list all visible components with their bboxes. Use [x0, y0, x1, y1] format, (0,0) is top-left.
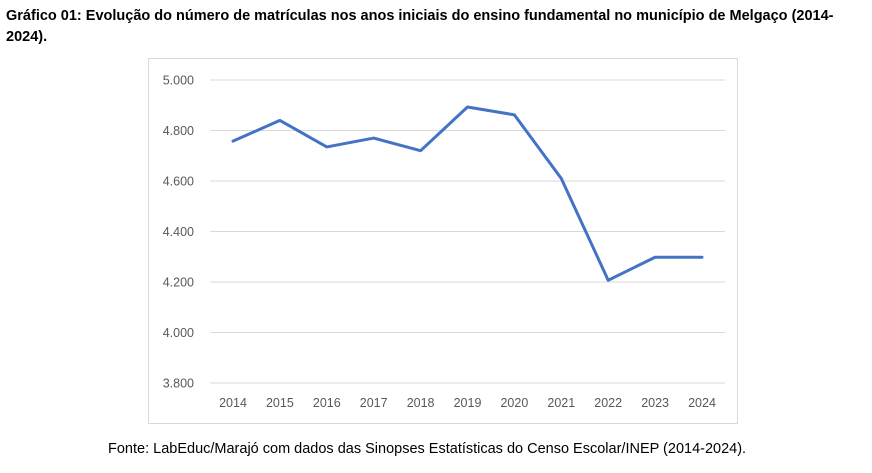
y-tick-label: 4.600	[163, 175, 194, 189]
chart-title: Gráfico 01: Evolução do número de matríc…	[6, 8, 834, 45]
chart-frame	[148, 58, 738, 424]
series-line	[231, 105, 704, 282]
y-tick-label: 3.800	[163, 377, 194, 391]
x-tick-label: 2017	[360, 396, 388, 410]
y-tick-label: 4.200	[163, 276, 194, 290]
x-tick-label: 2020	[500, 396, 528, 410]
gridlines	[210, 79, 725, 384]
y-axis-ticks: 3.800 4.000 4.200 4.400 4.600 4.800 5.000	[163, 74, 194, 391]
x-axis-ticks: 2014 2015 2016 2017 2018 2019 2020 2021 2022 2023…	[219, 396, 716, 410]
x-tick-label: 2014	[219, 396, 247, 410]
x-tick-label: 2018	[407, 396, 435, 410]
line-chart: 3.800 4.000 4.200 4.400 4.600 4.800 5.000 2014…	[163, 74, 725, 410]
series-layer	[231, 105, 704, 282]
y-tick-label: 4.000	[163, 326, 194, 340]
x-tick-label: 2019	[454, 396, 482, 410]
x-tick-label: 2022	[594, 396, 622, 410]
source-note: Fonte: LabEduc/Marajó com dados das Sino…	[108, 441, 747, 457]
y-tick-label: 4.400	[163, 225, 194, 239]
y-tick-label: 5.000	[163, 74, 194, 88]
x-tick-label: 2016	[313, 396, 341, 410]
x-tick-label: 2024	[688, 396, 716, 410]
x-tick-label: 2015	[266, 396, 294, 410]
x-tick-label: 2023	[641, 396, 669, 410]
y-tick-label: 4.800	[163, 124, 194, 138]
x-tick-label: 2021	[547, 396, 575, 410]
